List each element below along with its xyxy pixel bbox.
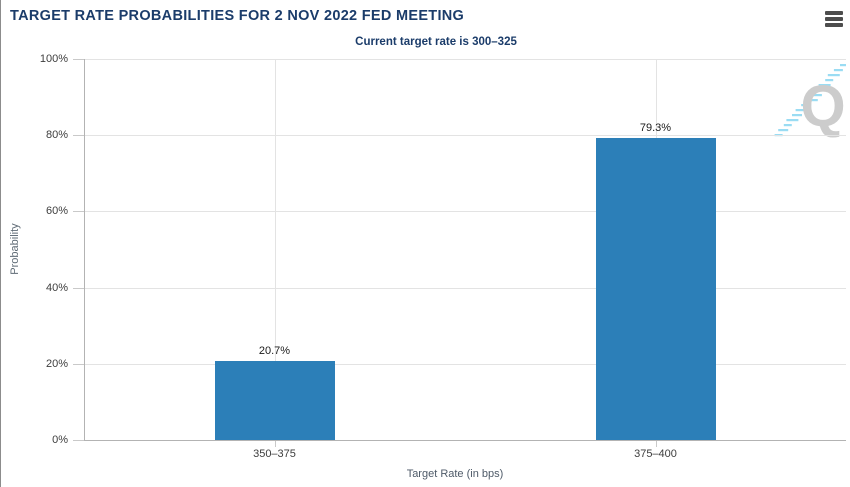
hamburger-icon [825, 23, 843, 27]
chart-subtitle: Current target rate is 300–325 [355, 36, 517, 48]
x-tick-label: 375–400 [634, 448, 677, 460]
bar-value-label: 20.7% [258, 345, 291, 358]
y-tick-mark [73, 363, 84, 365]
h-gridline [84, 135, 846, 137]
x-tick-mark [655, 441, 657, 447]
y-tick-label: 20% [45, 357, 68, 370]
h-gridline [84, 287, 846, 289]
bar-value-label: 79.3% [639, 121, 672, 134]
x-axis-line [84, 440, 846, 441]
y-tick-mark [73, 211, 84, 213]
chart-menu-button[interactable] [825, 11, 845, 31]
y-tick-mark [73, 135, 84, 137]
y-axis-line [84, 59, 85, 440]
h-gridline [84, 211, 846, 213]
y-tick-mark [73, 59, 84, 60]
chart-title: TARGET RATE PROBABILITIES FOR 2 NOV 2022… [10, 8, 465, 24]
y-tick-label: 60% [45, 205, 68, 218]
h-gridline [84, 59, 846, 60]
y-tick-label: 100% [39, 53, 68, 65]
y-tick-mark [73, 440, 84, 441]
y-axis-title: Probability [9, 223, 21, 275]
bar[interactable] [214, 361, 335, 440]
y-tick-label: 0% [52, 434, 68, 446]
hamburger-icon [825, 11, 843, 15]
y-tick-label: 80% [45, 129, 68, 142]
x-tick-mark [274, 441, 276, 447]
v-gridline [274, 59, 276, 440]
h-gridline [84, 363, 846, 365]
y-tick-mark [73, 287, 84, 289]
bar[interactable] [595, 137, 716, 440]
x-axis-title: Target Rate (in bps) [406, 468, 504, 480]
x-tick-label: 350–375 [253, 448, 296, 460]
hamburger-icon [825, 17, 843, 21]
y-tick-label: 40% [45, 281, 68, 294]
